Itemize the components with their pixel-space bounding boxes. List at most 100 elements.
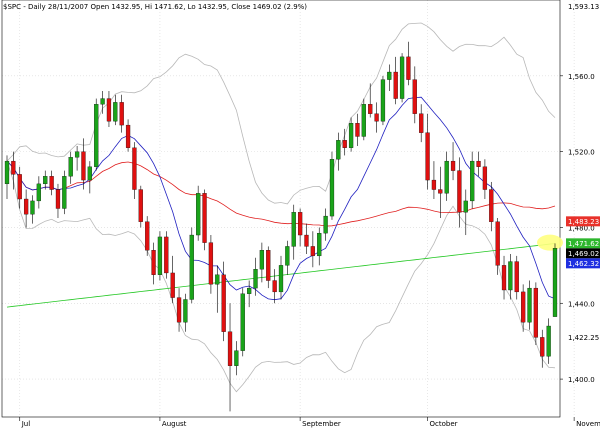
y-tick-label: 1,440.0 — [568, 300, 595, 308]
candle-body — [74, 151, 80, 158]
lower-band-line — [6, 160, 556, 393]
candle-body — [272, 280, 277, 293]
x-month-label: September — [302, 420, 341, 428]
candle-body — [406, 56, 411, 80]
candle-body — [157, 236, 163, 275]
y-tick-label: 1,480.0 — [568, 224, 595, 232]
y-tick-label: 1,560.0 — [568, 73, 595, 81]
price-box — [566, 258, 600, 269]
price-box — [566, 238, 600, 249]
candle-body — [323, 215, 328, 234]
candle-body — [540, 337, 545, 357]
candle-body — [247, 287, 252, 294]
candle-body — [297, 212, 303, 236]
candle-body — [355, 123, 360, 137]
candle-body — [380, 79, 386, 122]
candle-body — [412, 79, 417, 114]
candle-body — [489, 189, 494, 222]
candle-body — [113, 102, 118, 122]
candle-body — [81, 151, 86, 181]
candle-body — [514, 261, 519, 293]
candle-body — [438, 189, 443, 194]
candle-body — [266, 250, 271, 281]
candle-body — [329, 159, 335, 217]
price-box-label: 1,483.23 — [568, 218, 599, 226]
price-box-label: 1,469.02 — [568, 250, 599, 258]
candlesticks — [4, 41, 558, 412]
candle-body — [304, 234, 309, 247]
candle-body — [259, 250, 265, 270]
x-month-label: Jul — [21, 420, 31, 428]
candle-body — [94, 104, 99, 167]
price-boxes: 1,483.23 1,471.62 1,469.02 1,462.32 — [566, 216, 600, 269]
candle-body — [291, 212, 296, 247]
candle-body — [336, 140, 341, 160]
candle-body — [170, 272, 175, 298]
y-tick-label: 1,520.0 — [568, 149, 595, 157]
candle-body — [399, 56, 405, 99]
candle-body — [425, 132, 430, 181]
y-tick-label: 1,400.0 — [568, 376, 595, 384]
candle-body — [4, 160, 10, 185]
candle-body — [457, 170, 462, 213]
candle-body — [138, 189, 143, 222]
candle-body — [100, 98, 105, 105]
candle-body — [17, 174, 22, 200]
candle-body — [463, 200, 468, 213]
candle-body — [285, 246, 290, 266]
candle-body — [132, 147, 137, 190]
price-axis: 1,400.0 1,440.0 1,480.0 1,520.0 1,560.0 1,593… — [560, 3, 599, 384]
candle-body — [215, 274, 220, 285]
y-top-label: 1,593.13 — [568, 3, 599, 11]
candle-body — [36, 183, 41, 202]
candle-body — [387, 71, 392, 80]
candle-body — [482, 166, 488, 190]
price-box — [566, 248, 600, 259]
price-box — [566, 216, 600, 227]
candle-body — [49, 176, 54, 190]
candle-body — [278, 265, 284, 293]
candle-body — [521, 291, 526, 323]
candle-body — [368, 104, 373, 114]
candle-body — [450, 160, 456, 171]
highlight-ellipse — [537, 234, 563, 251]
candle-body — [310, 246, 315, 257]
candle-body — [62, 176, 67, 209]
candle-body — [30, 200, 35, 215]
candle-body — [374, 113, 379, 122]
candle-body — [221, 274, 226, 332]
candle-body — [196, 193, 201, 236]
candle-body — [393, 71, 398, 99]
price-box-label: 1,462.32 — [568, 260, 599, 268]
candle-body — [527, 287, 532, 323]
candle-body — [23, 198, 29, 215]
candle-body — [495, 221, 500, 266]
candle-body — [164, 236, 169, 274]
candle-body — [546, 325, 551, 357]
x-month-label: October — [430, 420, 458, 428]
candle-body — [508, 261, 513, 291]
candle-body — [419, 113, 424, 133]
candle-body — [183, 299, 188, 323]
y-extra-label: 1,422.25 — [568, 334, 599, 342]
chart-header: $SPC - Daily 28/11/2007 Open 1432.95, Hi… — [3, 3, 307, 11]
candle-body — [145, 221, 150, 251]
date-axis: Jul August September October November — [19, 417, 600, 428]
x-month-label: August — [162, 420, 187, 428]
candle-body — [431, 179, 437, 190]
candle-body — [189, 234, 194, 300]
candle-body — [151, 250, 156, 275]
candle-body — [68, 157, 73, 177]
candle-body — [444, 160, 449, 194]
x-month-label: November — [576, 420, 600, 428]
candle-body — [87, 166, 92, 181]
candle-body — [227, 331, 233, 366]
candle-body — [240, 293, 245, 351]
candle-body — [501, 265, 507, 291]
candle-body — [342, 140, 347, 148]
candle-body — [11, 160, 16, 175]
candle-body — [43, 176, 48, 185]
candle-body — [348, 123, 354, 148]
candle-body — [476, 160, 481, 167]
